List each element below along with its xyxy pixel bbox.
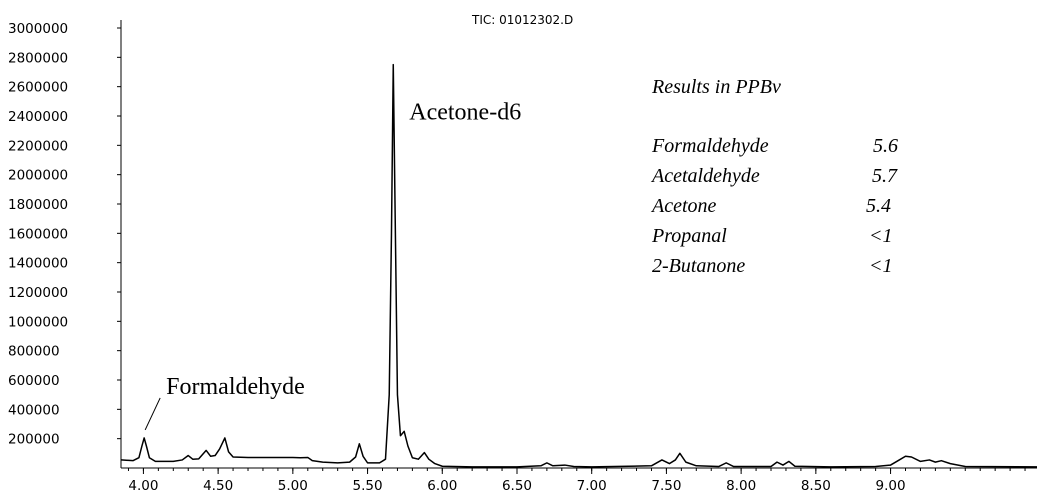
y-tick-label: 2600000 — [8, 80, 68, 96]
x-axis-ticks: 4.00 4.50 5.00 5.50 6.00 6.50 7.00 7.50 8.00 8.50… — [127, 468, 1026, 494]
annotation-label: Acetone-d6 — [409, 100, 521, 126]
y-tick-label: 3000000 — [8, 21, 68, 37]
y-tick-label: 1600000 — [8, 226, 68, 242]
x-tick-label: 5.50 — [353, 478, 383, 494]
result-name: Acetaldehyde — [650, 165, 760, 187]
result-value: 5.7 — [872, 165, 898, 187]
y-tick-label: 2800000 — [8, 50, 68, 66]
x-tick-label: 8.50 — [801, 478, 831, 494]
annotations: Formaldehyde Acetone-d6 — [144, 100, 521, 431]
y-tick-label: 600000 — [8, 373, 60, 389]
y-tick-label: 1800000 — [8, 197, 68, 213]
y-tick-label: 400000 — [8, 402, 60, 418]
result-name: 2-Butanone — [652, 255, 745, 277]
y-tick-label: 1200000 — [8, 285, 68, 301]
x-tick-label: 5.00 — [278, 478, 308, 494]
x-tick-label: 7.00 — [577, 478, 607, 494]
result-value: <1 — [869, 255, 893, 277]
result-name: Formaldehyde — [651, 135, 769, 157]
result-value: 5.4 — [866, 195, 891, 217]
x-tick-label: 4.50 — [203, 478, 233, 494]
result-value: <1 — [869, 225, 893, 247]
x-tick-label: 6.00 — [427, 478, 457, 494]
chart-title: TIC: 01012302.D — [471, 13, 573, 27]
y-tick-label: 2000000 — [8, 168, 68, 184]
plot-area — [120, 63, 1038, 468]
series-line-0 — [120, 63, 1038, 468]
results-panel: Results in PPBv Formaldehyde 5.6 Acetaldeh… — [650, 76, 898, 277]
y-tick-label: 1000000 — [8, 314, 68, 330]
result-name: Acetone — [650, 195, 717, 217]
y-tick-label: 2200000 — [8, 138, 68, 154]
y-tick-label: 1400000 — [8, 256, 68, 272]
x-tick-label: 8.00 — [726, 478, 756, 494]
x-tick-label: 4.00 — [128, 478, 158, 494]
y-axis-ticks: 200000 400000 600000 800000 1000000 1200000 14… — [8, 21, 121, 448]
x-tick-label: 6.50 — [502, 478, 532, 494]
result-name: Propanal — [651, 225, 727, 247]
axes — [120, 20, 1037, 469]
y-tick-label: 200000 — [8, 432, 60, 448]
results-heading: Results in PPBv — [651, 76, 781, 98]
x-tick-label: 9.00 — [876, 478, 906, 494]
x-tick-label: 7.50 — [651, 478, 681, 494]
result-value: 5.6 — [873, 135, 898, 157]
y-tick-label: 800000 — [8, 344, 60, 360]
annotation-pointer — [144, 397, 161, 431]
y-tick-label: 2400000 — [8, 109, 68, 125]
annotation-label: Formaldehyde — [166, 374, 305, 400]
